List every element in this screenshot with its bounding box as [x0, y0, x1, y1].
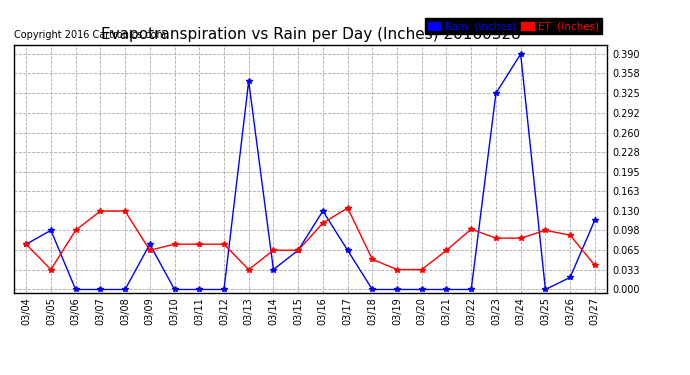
Title: Evapotranspiration vs Rain per Day (Inches) 20160328: Evapotranspiration vs Rain per Day (Inch… — [101, 27, 520, 42]
Legend: Rain  (Inches), ET  (Inches): Rain (Inches), ET (Inches) — [425, 18, 602, 34]
Text: Copyright 2016 Cartronics.com: Copyright 2016 Cartronics.com — [14, 30, 166, 40]
